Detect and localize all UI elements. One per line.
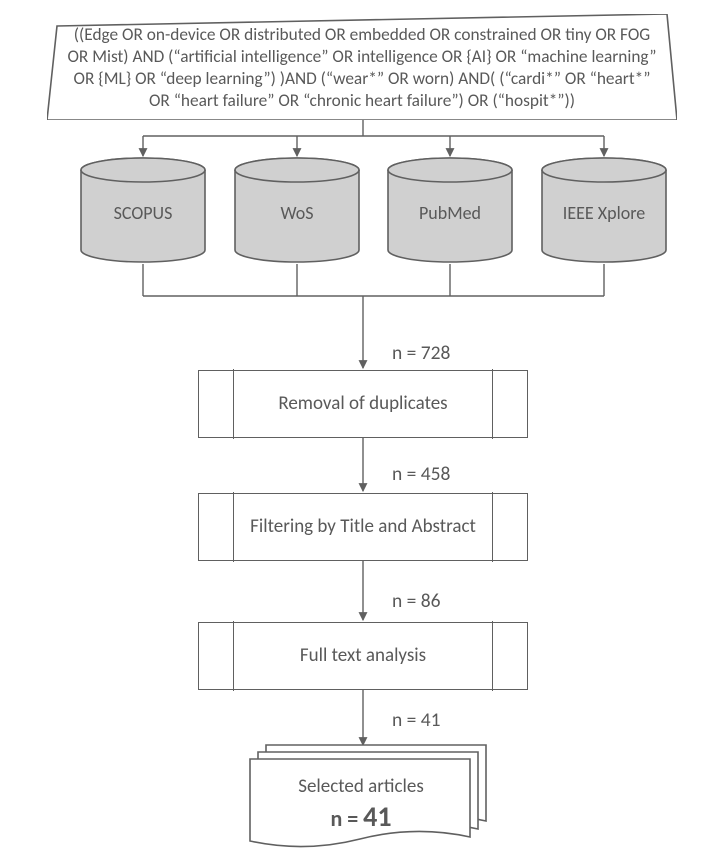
db-cylinder-pubmed: PubMed [386, 156, 514, 264]
result-n-prefix: n = [330, 805, 363, 832]
count-after-merge: n = 728 [392, 341, 512, 365]
step-fulltext: Full text analysis [198, 622, 528, 690]
step-label: Full text analysis [292, 644, 434, 668]
db-label: PubMed [386, 202, 514, 224]
db-label: IEEE Xplore [540, 202, 668, 224]
result-label: Selected articles [250, 775, 472, 798]
step-title-abstract: Filtering by Title and Abstract [198, 493, 528, 561]
step-label: Removal of duplicates [270, 392, 455, 416]
db-cylinder-wos: WoS [233, 156, 361, 264]
step-label: Filtering by Title and Abstract [242, 515, 484, 539]
count-after-dedup: n = 458 [392, 462, 512, 486]
search-query-text: ((Edge OR on-device OR distributed OR em… [54, 22, 670, 114]
db-label: WoS [233, 202, 361, 224]
result-n: n = 41 [250, 799, 472, 834]
result-n-value: 41 [363, 799, 391, 834]
count-after-title-abstract: n = 86 [392, 589, 512, 613]
step-remove-duplicates: Removal of duplicates [198, 370, 528, 438]
flowchart-canvas: ((Edge OR on-device OR distributed OR em… [0, 0, 728, 861]
db-cylinder-ieee: IEEE Xplore [540, 156, 668, 264]
db-label: SCOPUS [79, 202, 207, 224]
count-after-fulltext: n = 41 [392, 708, 512, 732]
db-cylinder-scopus: SCOPUS [79, 156, 207, 264]
result-docstack: Selected articles n = 41 [248, 743, 488, 847]
